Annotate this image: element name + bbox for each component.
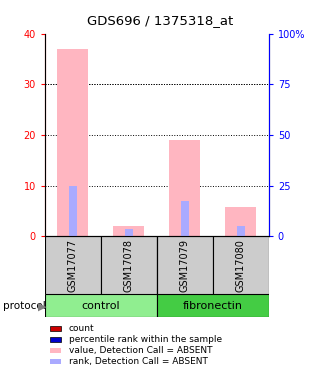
- Text: GSM17077: GSM17077: [68, 239, 78, 292]
- Text: percentile rank within the sample: percentile rank within the sample: [69, 335, 222, 344]
- Text: count: count: [69, 324, 94, 333]
- Text: GDS696 / 1375318_at: GDS696 / 1375318_at: [87, 14, 233, 27]
- Text: value, Detection Call = ABSENT: value, Detection Call = ABSENT: [69, 346, 212, 355]
- Text: fibronectin: fibronectin: [183, 301, 243, 310]
- Text: ▶: ▶: [38, 302, 46, 311]
- Text: protocol: protocol: [3, 302, 46, 311]
- Text: GSM17078: GSM17078: [124, 239, 134, 292]
- Text: GSM17080: GSM17080: [236, 239, 246, 292]
- Bar: [57, 49, 88, 236]
- Bar: [45, 236, 101, 294]
- Bar: [157, 236, 213, 294]
- Bar: [45, 294, 157, 317]
- Bar: [180, 201, 189, 236]
- Bar: [113, 226, 144, 236]
- Bar: [68, 186, 77, 236]
- Bar: [169, 140, 200, 236]
- Bar: [225, 207, 256, 236]
- Bar: [157, 294, 269, 317]
- Text: control: control: [82, 301, 120, 310]
- Text: GSM17079: GSM17079: [180, 239, 190, 292]
- Text: rank, Detection Call = ABSENT: rank, Detection Call = ABSENT: [69, 357, 208, 366]
- Bar: [101, 236, 157, 294]
- Bar: [236, 226, 245, 236]
- Bar: [213, 236, 269, 294]
- Bar: [124, 229, 133, 236]
